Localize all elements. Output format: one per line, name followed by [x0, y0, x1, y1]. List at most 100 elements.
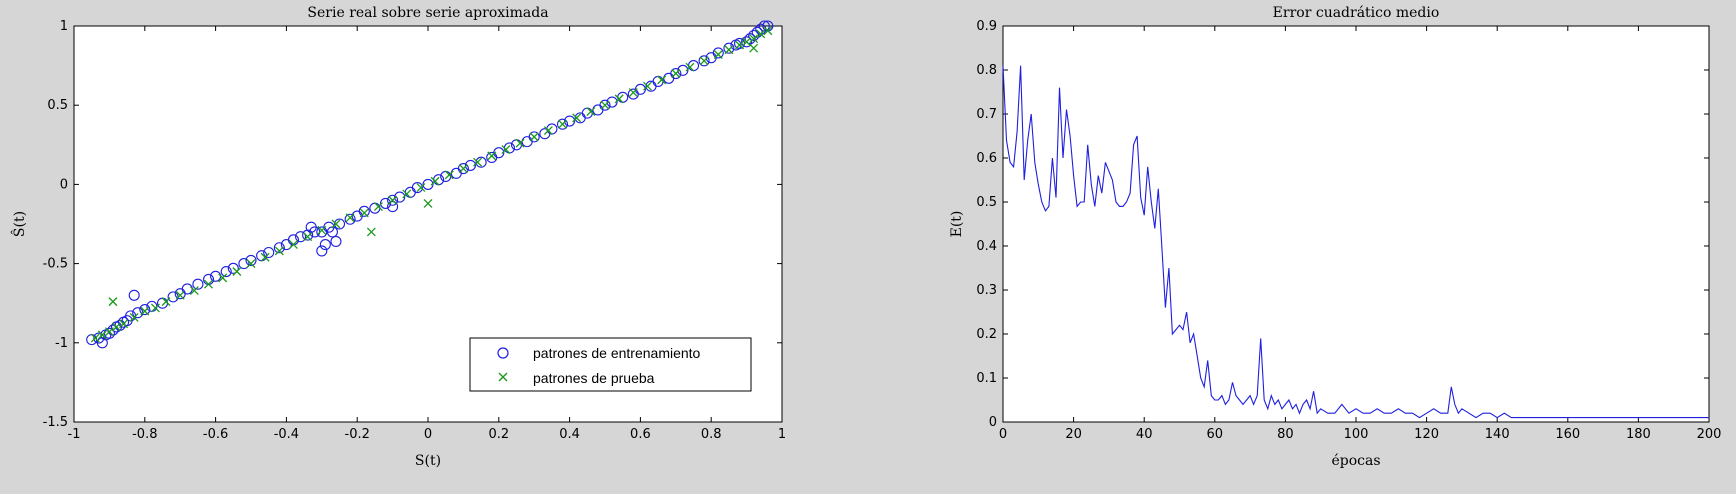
point-prueba — [430, 176, 440, 186]
y-tick-label: 0.8 — [976, 63, 997, 78]
point-prueba — [423, 198, 433, 208]
point-entrenamiento — [475, 156, 487, 168]
x-tick-label: 1 — [778, 427, 786, 442]
y-tick-label: 0 — [989, 415, 997, 430]
point-prueba — [129, 312, 139, 322]
point-entrenamiento — [220, 265, 232, 278]
line-series — [1002, 65, 1709, 419]
legend-box — [469, 337, 752, 392]
point-entrenamiento — [387, 194, 399, 206]
point-entrenamiento — [493, 147, 505, 159]
point-prueba — [232, 267, 242, 276]
y-tick-label: -1.5 — [43, 415, 68, 430]
line-ticks: 0 20 40 60 80 100 120 140 160 180 200 0 0.1 0.2 0.3 0.4… — [976, 19, 1721, 442]
line-x-axis-label: épocas — [1331, 453, 1380, 469]
x-tick-label: 60 — [1207, 427, 1224, 442]
point-prueba — [558, 119, 567, 129]
point-prueba — [218, 273, 228, 283]
point-prueba — [289, 240, 298, 250]
point-prueba — [90, 333, 100, 343]
point-prueba — [388, 195, 398, 205]
y-tick-label: 0.6 — [976, 151, 997, 166]
legend-x-marker — [498, 372, 508, 382]
point-entrenamiento — [634, 83, 646, 95]
x-tick-label: 120 — [1414, 427, 1439, 442]
x-tick-label: 140 — [1485, 427, 1510, 442]
point-entrenamiento — [245, 254, 257, 266]
point-entrenamiento — [379, 197, 392, 209]
point-entrenamiento — [330, 235, 342, 247]
point-entrenamiento — [358, 205, 370, 217]
point-entrenamiento — [564, 115, 576, 127]
point-prueba — [586, 107, 596, 116]
point-prueba — [317, 225, 327, 235]
point-entrenamiento — [139, 303, 151, 316]
point-entrenamiento — [128, 289, 140, 301]
point-entrenamiento — [295, 231, 307, 243]
error-line — [1002, 65, 1709, 419]
point-entrenamiento — [394, 191, 406, 203]
point-entrenamiento — [606, 96, 618, 108]
point-prueba — [515, 138, 525, 148]
point-prueba — [108, 297, 118, 307]
point-prueba — [246, 259, 256, 269]
point-prueba — [150, 303, 160, 313]
x-tick-label: 0.8 — [701, 427, 722, 442]
point-prueba — [742, 37, 752, 47]
y-tick-label: 0.4 — [976, 239, 997, 254]
point-entrenamiento — [670, 67, 682, 80]
point-entrenamiento — [556, 118, 569, 130]
point-entrenamiento — [333, 218, 346, 230]
point-prueba — [543, 126, 553, 136]
legend-label-prueba: patrones de prueba — [533, 370, 655, 386]
point-entrenamiento — [305, 221, 317, 233]
point-entrenamiento — [316, 245, 328, 257]
line-y-axis-label: E(t) — [949, 211, 965, 238]
y-tick-label: 0.5 — [976, 195, 997, 210]
scatter-legend: patrones de entrenamiento patrones de pr… — [469, 337, 752, 392]
point-prueba — [643, 81, 652, 91]
point-prueba — [657, 75, 667, 85]
point-prueba — [373, 202, 383, 212]
point-prueba — [756, 29, 766, 39]
point-prueba — [487, 151, 497, 161]
point-prueba — [402, 189, 412, 199]
point-entrenamiento — [273, 242, 285, 254]
point-prueba — [416, 183, 426, 193]
y-tick-label: 0.2 — [976, 327, 997, 342]
point-prueba — [600, 100, 610, 110]
x-tick-label: 200 — [1697, 427, 1722, 442]
point-prueba — [204, 279, 213, 289]
legend-circle-marker — [497, 347, 509, 359]
point-entrenamiento — [741, 36, 753, 48]
point-prueba — [359, 208, 369, 218]
point-prueba — [112, 322, 121, 332]
scatter-points — [86, 20, 774, 349]
point-entrenamiento — [599, 99, 611, 111]
point-entrenamiento — [422, 178, 434, 190]
y-tick-label: 0.1 — [976, 371, 997, 386]
point-prueba — [303, 232, 313, 242]
point-prueba — [529, 132, 539, 142]
x-tick-label: -0.4 — [274, 427, 299, 442]
point-entrenamiento — [712, 47, 724, 59]
x-tick-label: 0.2 — [488, 427, 509, 442]
point-prueba — [345, 213, 355, 223]
point-prueba — [685, 62, 695, 72]
x-tick-label: -1 — [68, 427, 81, 442]
y-tick-label: -1 — [55, 336, 68, 351]
point-entrenamiento — [457, 163, 469, 175]
point-prueba — [749, 43, 759, 53]
point-prueba — [97, 330, 107, 340]
y-tick-label: 0.5 — [47, 98, 68, 113]
scatter-ticks: -1 -0.8 -0.6 -0.4 -0.2 0 0.2 0.4 0.6 0.8 1-1.5-1-0… — [43, 19, 787, 442]
legend-label-entrenamiento: patrones de entrenamiento — [533, 345, 701, 361]
y-tick-label: 1 — [60, 19, 68, 34]
point-prueba — [458, 164, 468, 174]
scatter-chart: Serie real sobre serie aproximada S(t) Ŝ… — [10, 5, 786, 469]
x-tick-label: 80 — [1277, 427, 1294, 442]
scatter-title: Serie real sobre serie aproximada — [307, 5, 548, 21]
scatter-y-axis-label: Ŝ(t) — [10, 211, 28, 237]
x-tick-label: 100 — [1344, 427, 1369, 442]
x-tick-label: 0 — [424, 427, 432, 442]
